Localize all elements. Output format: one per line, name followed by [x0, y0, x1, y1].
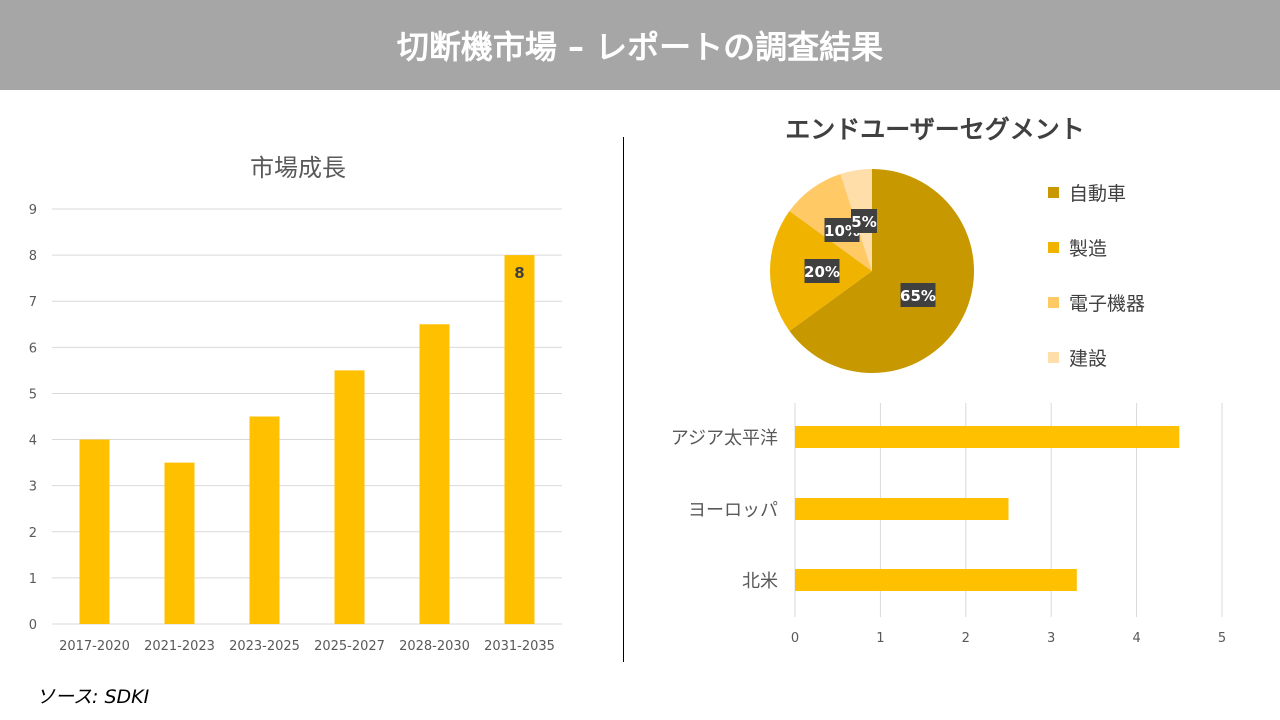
y-tick-label: 7 [29, 295, 37, 310]
y-tick-label: 3 [29, 480, 37, 495]
pie-label-box [851, 209, 877, 233]
legend-swatch [1048, 351, 1059, 363]
column-bar [249, 416, 280, 624]
legend-swatch [1048, 186, 1059, 198]
y-tick-label: 2 [29, 526, 37, 541]
x-tick-label: 2021-2023 [144, 639, 215, 654]
pie-slice [789, 169, 974, 373]
source-note: ソース: SDKI [36, 686, 150, 708]
divider [623, 137, 624, 662]
legend-item: 製造 [1048, 233, 1145, 261]
x-tick-label: 2 [962, 631, 970, 646]
pie-label-box [900, 283, 936, 307]
y-category-label: アジア太平洋 [671, 428, 778, 449]
column-bar [79, 439, 110, 624]
y-tick-label: 8 [29, 249, 37, 264]
y-category-label: ヨーロッパ [688, 500, 778, 521]
y-tick-label: 9 [29, 203, 37, 218]
data-label: 8 [514, 264, 524, 282]
y-category-label: 北米 [742, 571, 778, 592]
x-tick-label: 2025-2027 [314, 639, 385, 654]
x-tick-label: 2031-2035 [484, 639, 555, 654]
column-bar [164, 462, 195, 624]
pie-chart-title: エンドユーザーセグメント [785, 115, 1085, 144]
y-tick-label: 4 [29, 434, 37, 449]
x-tick-label: 4 [1132, 631, 1140, 646]
y-tick-label: 1 [29, 572, 37, 587]
x-tick-label: 0 [791, 631, 799, 646]
legend-label: 電子機器 [1069, 292, 1146, 315]
legend-item: 電子機器 [1048, 288, 1145, 316]
legend-label: 自動車 [1069, 182, 1127, 205]
header-banner: 切断機市場 – レポートの調査結果 [0, 0, 1280, 90]
legend-swatch [1048, 296, 1059, 308]
pie-data-label: 65% [900, 287, 936, 305]
x-tick-label: 2028-2030 [399, 639, 470, 654]
legend-label: 製造 [1069, 237, 1108, 260]
horizontal-bar [795, 426, 1180, 448]
pie-data-label: 10% [824, 222, 860, 240]
pie-data-label: 20% [804, 263, 840, 281]
x-tick-label: 1 [876, 631, 884, 646]
pie-label-box [804, 259, 840, 283]
horizontal-bar [795, 498, 1009, 520]
pie-legend: 自動車製造電子機器建設 [1048, 178, 1145, 398]
legend-label: 建設 [1069, 347, 1108, 370]
x-tick-label: 2017-2020 [59, 639, 130, 654]
y-tick-label: 5 [29, 387, 37, 402]
y-tick-label: 6 [29, 341, 37, 356]
column-bar [504, 255, 535, 624]
legend-item: 自動車 [1048, 178, 1145, 206]
x-tick-label: 3 [1047, 631, 1055, 646]
y-tick-label: 0 [29, 618, 37, 633]
legend-item: 建設 [1048, 343, 1145, 371]
page-title: 切断機市場 – レポートの調査結果 [396, 28, 884, 66]
x-tick-label: 5 [1218, 631, 1226, 646]
column-bar [419, 324, 450, 624]
column-bar [334, 370, 365, 624]
horizontal-bar [795, 569, 1077, 591]
column-chart-title: 市場成長 [250, 154, 346, 182]
legend-swatch [1048, 241, 1059, 253]
pie-data-label: 5% [851, 213, 876, 231]
x-tick-label: 2023-2025 [229, 639, 300, 654]
